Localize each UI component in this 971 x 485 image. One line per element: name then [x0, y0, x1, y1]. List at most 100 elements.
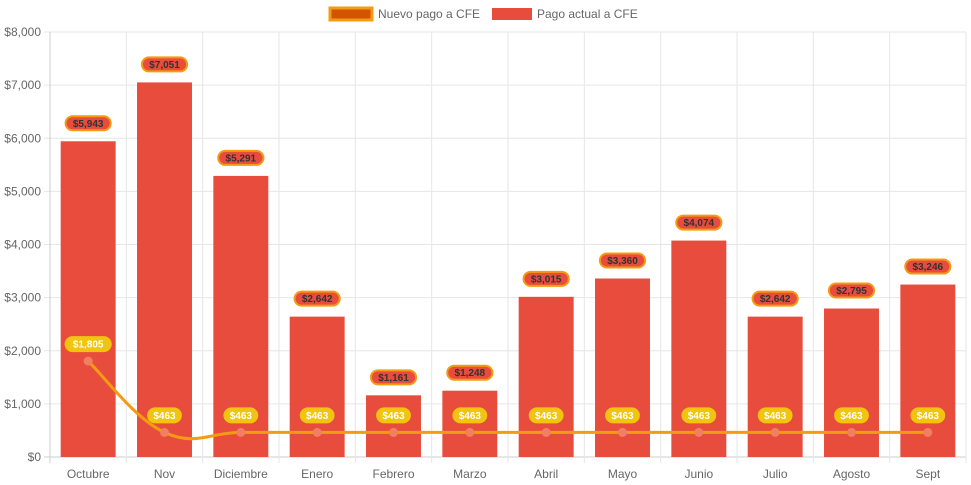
data-label-text: $4,074 [684, 218, 715, 229]
line-data-label: $463 [605, 407, 640, 424]
data-label-bg [598, 252, 647, 269]
grid [44, 31, 967, 463]
legend-swatch-line [328, 6, 374, 22]
bar-data-label: $5,291 [217, 149, 265, 166]
data-label-text: $3,015 [531, 274, 562, 285]
line-data-labels: $1,805 $463 $463 $463 $463 $463 $463 $463 $463 $4… [64, 336, 946, 424]
data-label-text: $5,943 [73, 119, 104, 130]
legend-item-pago-actual[interactable]: Pago actual a CFE [492, 7, 638, 21]
x-tick-label: Sept [915, 467, 940, 481]
legend-swatch-bar [492, 8, 532, 20]
x-tick-label: Octubre [67, 467, 110, 481]
data-label-bg [757, 407, 793, 424]
line-point [312, 427, 322, 437]
line-data-label: $463 [681, 407, 717, 424]
data-label-bg [452, 407, 488, 424]
x-tick-label: Agosto [833, 467, 871, 481]
line-point [847, 427, 856, 437]
data-label-bg [217, 149, 265, 166]
data-label-bg [147, 407, 182, 424]
data-label-bg [681, 407, 717, 424]
bar-data-label: $3,015 [522, 270, 570, 287]
line-data-label: $463 [757, 407, 793, 424]
data-label-text: $7,051 [149, 60, 180, 71]
data-label-bg [446, 364, 494, 381]
data-label-bg [675, 214, 723, 231]
line-point [465, 427, 475, 437]
data-label-text: $463 [382, 411, 405, 422]
bar-data-label: $1,161 [369, 369, 418, 386]
line-data-label: $1,805 [64, 336, 112, 353]
bar-series [60, 82, 956, 458]
line-point [618, 427, 627, 437]
data-label-text: $1,248 [455, 368, 486, 379]
data-label-bg [904, 258, 952, 275]
data-label-bg [751, 290, 799, 307]
data-label-bg [910, 407, 946, 424]
line-point [694, 427, 704, 437]
y-tick-label: $6,000 [4, 131, 41, 145]
data-label-text: $463 [306, 411, 329, 422]
line-point [236, 427, 246, 437]
data-label-bg [369, 369, 418, 386]
line-data-label: $463 [528, 407, 564, 424]
legend: Nuevo pago a CFE Pago actual a CFE [328, 6, 638, 22]
line-data-label: $463 [452, 407, 488, 424]
bar-data-label: $7,051 [140, 56, 189, 73]
x-tick-label: Diciembre [214, 467, 268, 481]
line-point [541, 427, 551, 437]
data-label-bg [64, 115, 112, 132]
bar-data-label: $4,074 [675, 214, 723, 231]
x-tick-label: Marzo [453, 467, 487, 481]
data-label-bg [223, 407, 259, 424]
data-label-text: $1,805 [73, 340, 104, 351]
y-tick-label: $7,000 [4, 78, 41, 92]
line-data-label: $463 [223, 407, 259, 424]
line-point [389, 427, 398, 437]
legend-label-bar: Pago actual a CFE [537, 7, 638, 21]
bar [671, 240, 727, 457]
line-data-label: $463 [299, 407, 335, 424]
data-label-text: $2,795 [836, 286, 867, 297]
data-label-text: $1,161 [378, 373, 409, 384]
data-label-text: $3,360 [607, 256, 638, 267]
line-point [160, 427, 169, 437]
data-label-text: $463 [230, 411, 253, 422]
data-label-text: $2,642 [302, 294, 333, 305]
bar-data-label: $1,248 [446, 364, 494, 381]
data-label-bg [827, 282, 876, 299]
y-tick-label: $1,000 [4, 397, 41, 411]
y-tick-label: $8,000 [4, 25, 41, 39]
bar [442, 390, 498, 457]
line-series [83, 356, 933, 441]
y-tick-label: $3,000 [4, 291, 41, 305]
data-label-text: $463 [764, 411, 787, 422]
bar-data-label: $3,360 [598, 252, 647, 269]
data-label-bg [528, 407, 564, 424]
data-label-bg [376, 407, 411, 424]
data-label-bg [522, 270, 570, 287]
legend-item-nuevo-pago[interactable]: Nuevo pago a CFE [328, 6, 480, 22]
line-data-label: $463 [147, 407, 182, 424]
data-label-text: $5,291 [226, 153, 257, 164]
line-point [83, 356, 93, 366]
data-label-text: $3,246 [913, 262, 944, 273]
y-axis-ticks: $0 $1,000 $2,000 $3,000 $4,000 $5,000 $6,000 $7… [4, 25, 41, 464]
y-tick-label: $2,000 [4, 344, 41, 358]
y-tick-label: $5,000 [4, 184, 41, 198]
bar [60, 141, 116, 457]
x-tick-label: Julio [763, 467, 788, 481]
data-label-bg [605, 407, 640, 424]
x-tick-label: Mayo [608, 467, 638, 481]
data-label-text: $463 [459, 411, 482, 422]
data-label-bg [140, 56, 189, 73]
x-tick-label: Abril [534, 467, 558, 481]
bar-data-labels: $5,943 $7,051 $5,291 $2,642 $1,161 $1,248 $3,0… [64, 56, 952, 386]
x-tick-label: Febrero [372, 467, 414, 481]
x-tick-label: Junio [684, 467, 713, 481]
bar-data-label: $3,246 [904, 258, 952, 275]
x-axis-ticks: Octubre Nov Diciembre Enero Febrero Marzo Abri… [67, 467, 941, 481]
data-label-bg [834, 407, 869, 424]
